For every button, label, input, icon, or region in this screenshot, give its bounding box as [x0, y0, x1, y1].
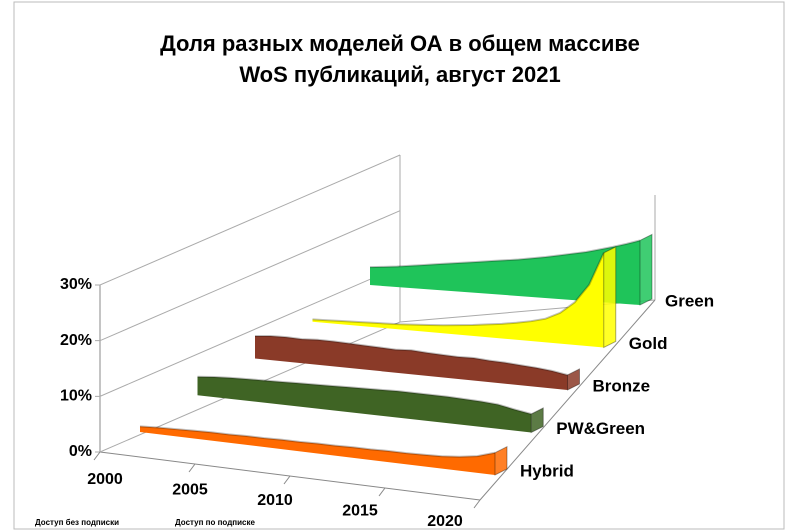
- ribbon-fill: [312, 252, 604, 348]
- ribbon-end: [639, 233, 653, 306]
- ribbon-top: [312, 252, 605, 327]
- x-tick: [188, 463, 196, 473]
- ribbon-end: [567, 368, 580, 391]
- ribbon-top: [197, 375, 532, 415]
- x-tick: [283, 475, 291, 485]
- chart-title: Доля разных моделей ОА в общем массиве: [160, 31, 640, 56]
- y-tick-label: 10%: [60, 388, 92, 405]
- x-tick-label: 2005: [172, 482, 208, 499]
- ribbon-top: [254, 334, 568, 376]
- x-tick-label: 2000: [87, 471, 123, 488]
- x-tick-label: 2015: [342, 503, 378, 520]
- ribbon-end: [603, 246, 617, 349]
- ribbon-fill: [370, 240, 640, 305]
- x-tick-label: 2020: [427, 513, 463, 530]
- y-tick-label: 20%: [60, 332, 92, 349]
- grid-line: [95, 154, 401, 286]
- ribbon-top: [369, 239, 641, 269]
- series-label: Gold: [629, 334, 668, 353]
- x-tick: [378, 487, 386, 497]
- axis-line: [479, 299, 656, 501]
- grid-line: [95, 265, 401, 397]
- y-tick-label: 0%: [69, 443, 92, 460]
- series-label: PW&Green: [556, 419, 645, 438]
- ribbon-fill: [255, 335, 568, 390]
- series-label: Green: [665, 291, 714, 310]
- x-tick: [473, 499, 481, 509]
- ribbon-fill: [197, 376, 532, 433]
- ribbon-end: [530, 407, 544, 434]
- footer-left: Доступ без подписки: [35, 518, 119, 527]
- ribbon-top: [139, 425, 496, 458]
- ribbon-end: [494, 445, 508, 476]
- x-tick-label: 2010: [257, 492, 293, 509]
- chart-subtitle: WoS публикаций, август 2021: [239, 62, 560, 87]
- x-tick: [93, 451, 101, 461]
- series-label: Hybrid: [520, 461, 574, 480]
- grid-line: [95, 210, 401, 342]
- series-label: Bronze: [593, 376, 651, 395]
- y-tick-label: 30%: [60, 276, 92, 293]
- frame: [13, 1, 785, 530]
- footer-right: Доступ по подписке: [175, 518, 255, 527]
- ribbon-fill: [140, 426, 495, 475]
